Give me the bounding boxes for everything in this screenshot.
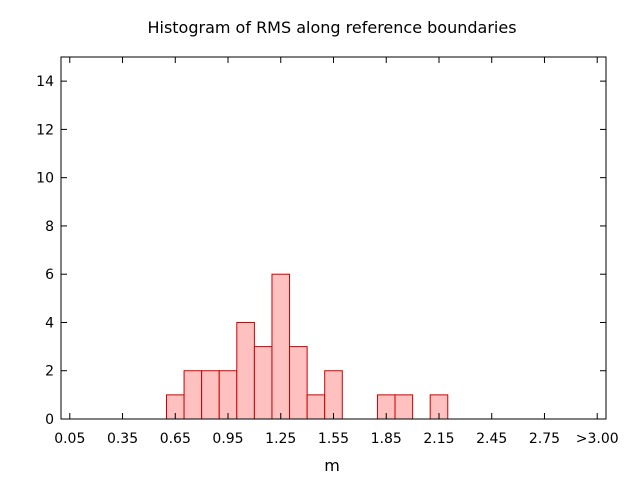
- chart-title: Histogram of RMS along reference boundar…: [147, 18, 516, 37]
- y-tick-label: 14: [36, 74, 54, 90]
- y-tick-label: 0: [45, 412, 54, 428]
- ticks-group: 0 2 4 6 8 10 12 14 0.05 0.35 0.65 0.95 1.25 1.55 1.85 2…: [36, 57, 619, 447]
- x-tick-label: 1.55: [318, 431, 349, 447]
- histogram-bar: [306, 394, 326, 420]
- plot-frame: [60, 56, 607, 420]
- x-tick-label: >3.00: [576, 431, 619, 447]
- bars-group: [165, 273, 449, 420]
- x-axis-label: m: [324, 456, 340, 475]
- x-tick-label: 2.45: [476, 431, 507, 447]
- x-tick-label: 0.65: [160, 431, 191, 447]
- histogram-bar: [183, 370, 203, 420]
- histogram-bar: [253, 346, 273, 420]
- histogram-bar: [394, 394, 414, 420]
- histogram-bar: [201, 370, 220, 420]
- x-tick-label: 2.15: [423, 431, 454, 447]
- histogram-bar: [324, 370, 343, 420]
- x-tick-label: 1.85: [371, 431, 402, 447]
- histogram-bar: [271, 273, 291, 420]
- x-tick-label: 2.75: [529, 431, 560, 447]
- y-tick-label: 6: [45, 267, 54, 283]
- y-tick-label: 2: [45, 364, 54, 380]
- x-tick-label: 1.25: [265, 431, 296, 447]
- y-tick-label: 12: [36, 122, 54, 138]
- histogram-bar: [289, 346, 308, 420]
- x-tick-label: 0.05: [54, 431, 85, 447]
- y-tick-label: 8: [45, 219, 54, 235]
- y-tick-label: 4: [45, 315, 54, 331]
- histogram-bar: [236, 321, 255, 420]
- x-tick-label: 0.35: [107, 431, 138, 447]
- y-tick-label: 10: [36, 171, 54, 187]
- x-tick-label: 0.95: [212, 431, 243, 447]
- histogram-bar: [218, 370, 238, 420]
